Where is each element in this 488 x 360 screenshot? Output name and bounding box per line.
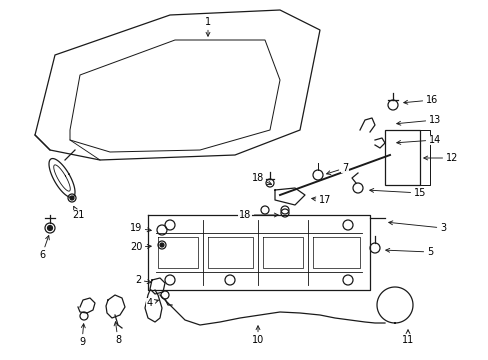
Circle shape bbox=[47, 225, 52, 230]
Text: 3: 3 bbox=[388, 221, 445, 233]
Text: 12: 12 bbox=[423, 153, 457, 163]
Text: 11: 11 bbox=[401, 330, 413, 345]
Text: 10: 10 bbox=[251, 326, 264, 345]
Text: 2: 2 bbox=[135, 275, 151, 285]
Text: 9: 9 bbox=[79, 324, 85, 347]
Text: 21: 21 bbox=[72, 206, 84, 220]
Circle shape bbox=[160, 243, 163, 247]
Text: 7: 7 bbox=[326, 163, 347, 175]
Text: 1: 1 bbox=[204, 17, 211, 36]
Text: 15: 15 bbox=[369, 188, 426, 198]
Text: 20: 20 bbox=[129, 242, 151, 252]
Text: 17: 17 bbox=[311, 195, 330, 205]
Text: 5: 5 bbox=[385, 247, 432, 257]
Text: 14: 14 bbox=[396, 135, 440, 145]
Text: 18: 18 bbox=[251, 173, 271, 184]
Text: 4: 4 bbox=[146, 298, 158, 308]
Text: 13: 13 bbox=[396, 115, 440, 125]
Text: 8: 8 bbox=[114, 322, 121, 345]
Circle shape bbox=[70, 196, 74, 200]
Text: 16: 16 bbox=[403, 95, 437, 105]
Text: 6: 6 bbox=[39, 235, 49, 260]
Text: 19: 19 bbox=[130, 223, 151, 233]
Text: 18: 18 bbox=[238, 210, 278, 220]
